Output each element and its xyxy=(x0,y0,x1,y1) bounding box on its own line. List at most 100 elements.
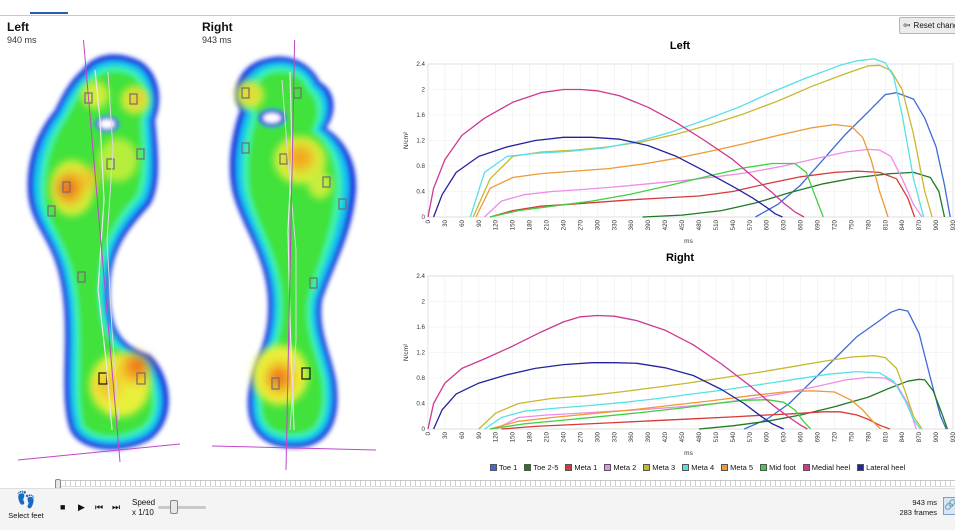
series-line-meta5 xyxy=(475,123,889,218)
x-tick-label: 150 xyxy=(510,431,517,442)
legend-swatch-meta1 xyxy=(565,463,573,471)
x-tick-label: 510 xyxy=(713,431,720,442)
legend-item-lateralheel: Lateral heel xyxy=(857,463,905,472)
legend-swatch-toe1 xyxy=(490,463,497,471)
x-tick-label: 750 xyxy=(848,219,855,230)
next-frame-icon[interactable]: ⏭ xyxy=(112,502,121,512)
x-tick-label: 570 xyxy=(747,431,754,442)
x-tick-label: 450 xyxy=(679,431,686,442)
legend-label-meta1: Meta 1 xyxy=(574,462,598,472)
series-line-meta3 xyxy=(472,64,933,218)
x-tick-label: 720 xyxy=(831,219,838,230)
x-tick-label: 660 xyxy=(798,431,805,442)
legend-label-meta4: Meta 4 xyxy=(691,462,715,472)
x-tick-label: 480 xyxy=(696,219,703,230)
x-tick-label: 240 xyxy=(560,431,567,442)
legend-swatch-meta2 xyxy=(604,463,612,471)
x-tick-label: 540 xyxy=(730,219,737,230)
legend-item-meta2: Meta 2 xyxy=(604,463,636,472)
x-axis-label: ms xyxy=(684,238,693,245)
legend-label-meta5: Meta 5 xyxy=(730,462,754,472)
legend-item-meta5: Meta 5 xyxy=(721,463,753,472)
x-tick-label: 90 xyxy=(476,219,483,226)
x-tick-label: 270 xyxy=(577,431,584,442)
x-tick-label: 210 xyxy=(544,219,551,230)
x-tick-label: 90 xyxy=(476,431,483,438)
x-tick-label: 180 xyxy=(527,431,534,442)
y-tick-label: 0.4 xyxy=(416,401,425,408)
series-line-meta5 xyxy=(489,390,882,430)
x-tick-label: 810 xyxy=(882,219,889,230)
y-tick-label: 2 xyxy=(422,299,426,306)
left-foot-duration: 940 ms xyxy=(7,35,37,45)
legend-label-meta3: Meta 3 xyxy=(652,462,676,472)
link-icon[interactable]: 🔗 xyxy=(943,497,955,515)
x-tick-label: 780 xyxy=(865,431,872,442)
x-tick-label: 0 xyxy=(425,431,432,435)
x-tick-label: 570 xyxy=(747,219,754,230)
y-tick-label: 1.6 xyxy=(416,324,425,331)
y-tick-label: 2.4 xyxy=(416,61,425,68)
series-line-meta2 xyxy=(484,148,923,218)
x-tick-label: 810 xyxy=(882,431,889,442)
x-tick-label: 30 xyxy=(442,431,449,438)
frame-count: 283 frames xyxy=(899,508,937,517)
series-line-meta4 xyxy=(469,58,925,218)
y-tick-label: 1.2 xyxy=(416,350,425,357)
x-tick-label: 870 xyxy=(916,431,923,442)
y-axis-label: N/cm² xyxy=(403,131,410,149)
x-tick-label: 300 xyxy=(594,219,601,230)
stop-icon[interactable]: ■ xyxy=(60,502,66,512)
speed-slider[interactable] xyxy=(158,500,206,514)
legend-item-midfoot: Mid foot xyxy=(760,463,796,472)
x-tick-label: 930 xyxy=(950,431,955,442)
previous-frame-icon[interactable]: ⏮ xyxy=(95,502,104,512)
select-feet-button[interactable]: 👣 Select feet xyxy=(6,492,46,520)
x-tick-label: 900 xyxy=(933,431,940,442)
x-tick-label: 840 xyxy=(899,219,906,230)
x-tick-label: 480 xyxy=(696,431,703,442)
x-tick-label: 270 xyxy=(577,219,584,230)
series-line-lateralheel xyxy=(432,136,783,218)
legend-label-toe1: Toe 1 xyxy=(499,462,518,472)
series-line-toe25 xyxy=(698,378,949,430)
speed-slider-thumb[interactable] xyxy=(170,500,178,514)
legend-item-toe25: Toe 2-5 xyxy=(524,463,558,472)
x-tick-label: 600 xyxy=(764,219,771,230)
x-tick-label: 600 xyxy=(764,431,771,442)
y-tick-label: 2 xyxy=(422,87,426,94)
active-tab-indicator[interactable] xyxy=(30,12,68,14)
series-line-meta1 xyxy=(501,411,891,430)
legend-swatch-medialheel xyxy=(802,463,810,471)
series-line-meta3 xyxy=(478,355,923,430)
x-tick-label: 300 xyxy=(594,431,601,442)
x-tick-label: 180 xyxy=(527,219,534,230)
legend-label-medialheel: Medial heel xyxy=(811,462,851,472)
x-tick-label: 690 xyxy=(815,431,822,442)
play-icon[interactable]: ▶ xyxy=(78,502,85,512)
x-tick-label: 210 xyxy=(544,431,551,442)
legend-label-midfoot: Mid foot xyxy=(769,462,796,472)
series-line-lateralheel xyxy=(433,362,784,430)
pressure-heatmap-view[interactable] xyxy=(0,40,395,475)
x-tick-label: 750 xyxy=(848,431,855,442)
x-tick-label: 60 xyxy=(459,219,466,226)
legend-swatch-midfoot xyxy=(760,463,768,471)
legend-item-meta4: Meta 4 xyxy=(682,463,714,472)
y-tick-label: 0 xyxy=(422,426,426,433)
select-feet-label: Select feet xyxy=(8,511,44,520)
series-line-midfoot xyxy=(490,399,812,430)
left-foot-heatmap xyxy=(17,40,181,463)
x-tick-label: 690 xyxy=(815,219,822,230)
timeline-scrubber[interactable] xyxy=(55,479,955,489)
y-tick-label: 0.8 xyxy=(416,375,425,382)
left-foot-title: Left xyxy=(7,20,29,34)
speed-label: Speed xyxy=(132,498,156,507)
reset-changes-button[interactable]: ⇦Reset changes xyxy=(899,17,955,34)
right-foot-heatmap xyxy=(211,40,377,471)
legend-swatch-lateralheel xyxy=(857,463,865,471)
x-tick-label: 840 xyxy=(899,431,906,442)
legend-swatch-toe25 xyxy=(524,463,532,471)
total-duration: 943 ms xyxy=(912,498,937,507)
